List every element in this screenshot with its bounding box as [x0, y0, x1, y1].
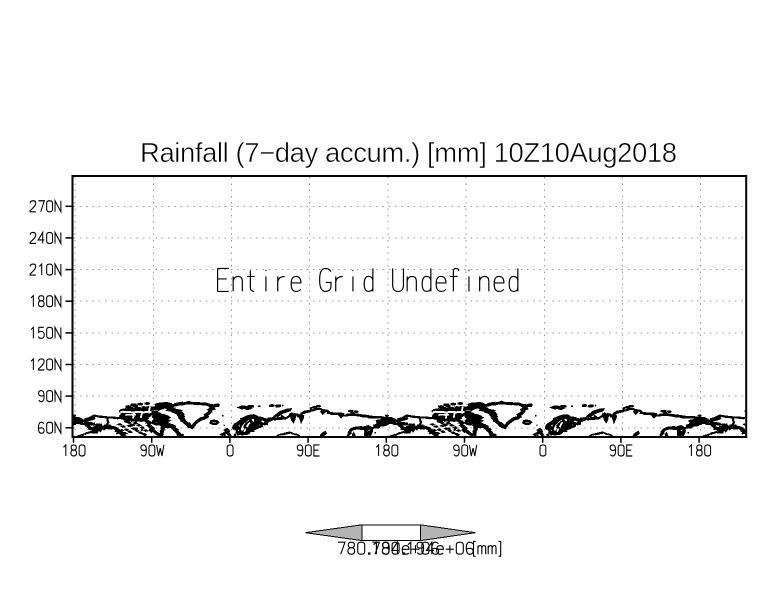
svg-text:Rainfall (7−day accum.) [mm] 1: Rainfall (7−day accum.) [mm] 10Z10Aug201…: [140, 137, 677, 168]
